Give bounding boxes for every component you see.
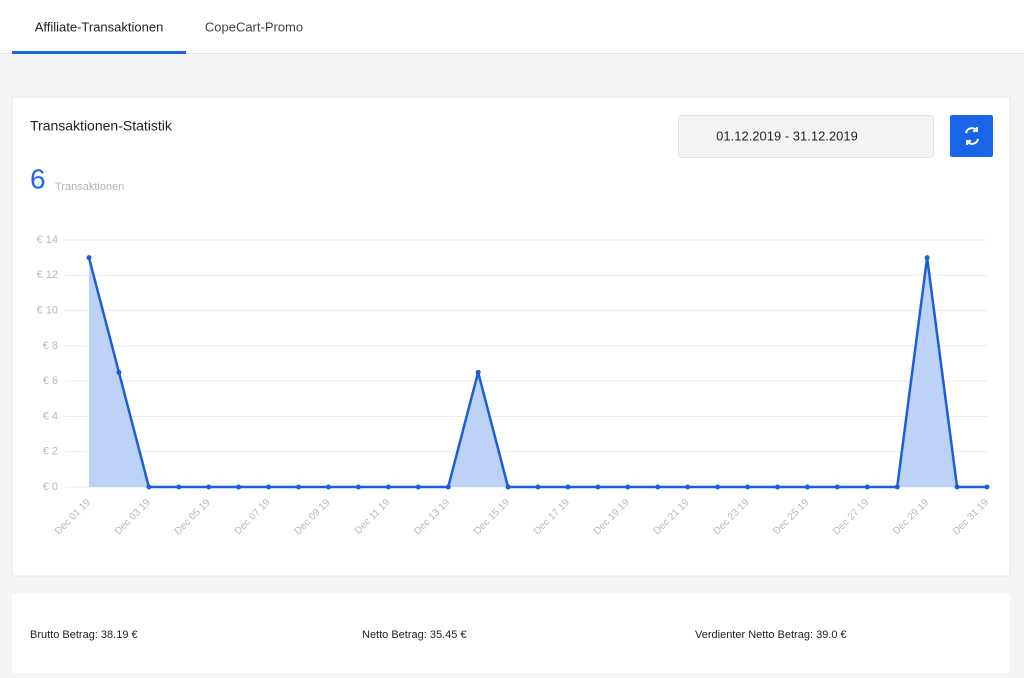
tab[interactable]: CopeCart-Promo — [205, 19, 303, 34]
point — [325, 484, 331, 490]
point — [266, 484, 272, 490]
point — [415, 484, 421, 490]
tab[interactable]: Affiliate-Transaktionen — [35, 19, 164, 34]
summary-item: Netto Betrag: 35.45 € — [362, 629, 467, 641]
summary-item: Brutto Betrag: 38.19 € — [30, 629, 138, 641]
point — [984, 484, 990, 490]
date-picker[interactable] — [678, 115, 934, 158]
point — [954, 484, 960, 490]
point — [445, 484, 451, 490]
stats-card — [11, 96, 1011, 577]
point — [715, 484, 721, 490]
point — [116, 369, 122, 375]
point — [206, 484, 212, 490]
point — [894, 484, 900, 490]
y-tick-label: € 6 — [43, 375, 58, 387]
y-tick-label: € 4 — [43, 410, 58, 422]
point — [685, 484, 691, 490]
transaction-count: 6 — [30, 163, 46, 194]
tab-bar — [0, 0, 1024, 53]
card-title: Transaktionen-Statistik — [30, 118, 173, 134]
point — [146, 484, 152, 490]
point — [864, 484, 870, 490]
point — [475, 369, 481, 375]
tab-indicator — [12, 51, 186, 54]
summary-card — [12, 594, 1010, 678]
point — [595, 484, 601, 490]
point — [176, 484, 182, 490]
point — [296, 484, 302, 490]
point — [535, 484, 541, 490]
point — [86, 255, 92, 261]
y-tick-label: € 10 — [37, 304, 58, 316]
point — [745, 484, 751, 490]
point — [625, 484, 631, 490]
summary-item: Verdienter Netto Betrag: 39.0 € — [695, 629, 847, 641]
transaction-count-label: Transaktionen — [55, 181, 124, 193]
point — [804, 484, 810, 490]
point — [834, 484, 840, 490]
y-tick-label: € 2 — [43, 446, 58, 458]
point — [924, 255, 930, 261]
point — [774, 484, 780, 490]
point — [565, 484, 571, 490]
date-range: 01.12.2019 - 31.12.2019 — [716, 128, 858, 143]
refresh-icon — [965, 127, 979, 145]
point — [385, 484, 391, 490]
point — [355, 484, 361, 490]
y-tick-label: € 0 — [43, 481, 58, 493]
point — [655, 484, 661, 490]
point — [505, 484, 511, 490]
y-tick-label: € 14 — [37, 234, 58, 246]
refresh-button[interactable] — [950, 115, 993, 157]
y-tick-label: € 12 — [37, 269, 58, 281]
y-tick-label: € 8 — [43, 340, 58, 352]
point — [236, 484, 242, 490]
